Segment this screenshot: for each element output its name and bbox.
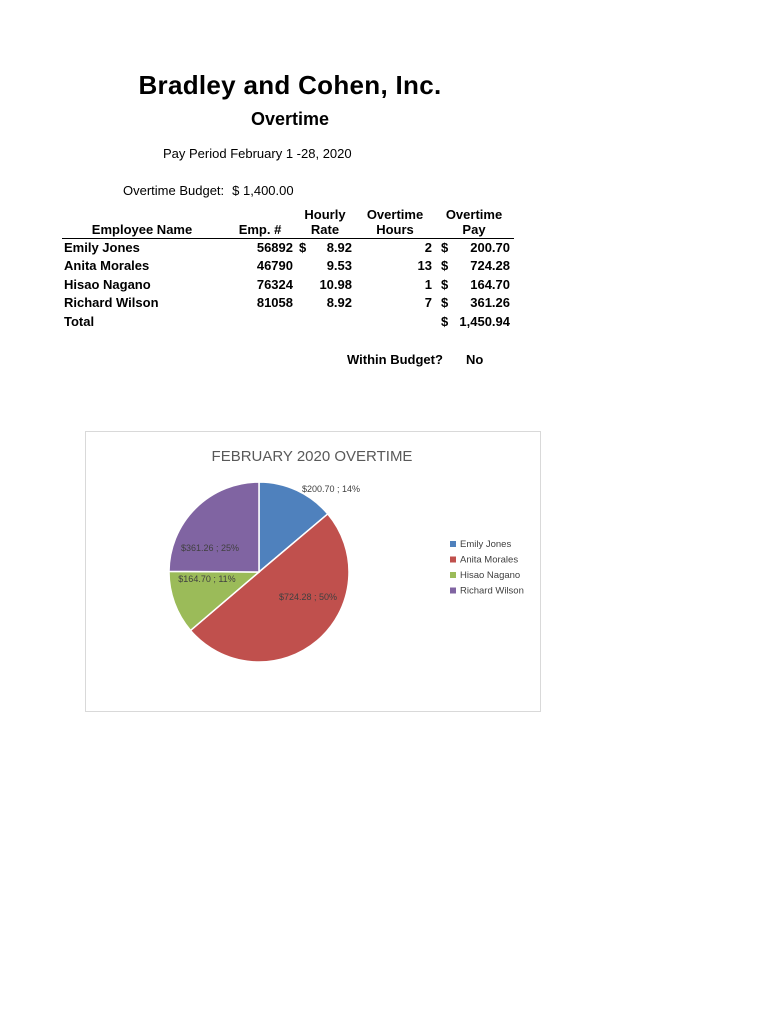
legend-swatch-richard-wilson — [450, 587, 456, 594]
employee-name: Hisao Nagano — [64, 277, 151, 292]
pay-currency: $ — [441, 277, 449, 292]
budget-value: $ 1,400.00 — [232, 183, 294, 198]
within-budget-value: No — [466, 352, 484, 367]
overtime-pay: 164.70 — [470, 277, 510, 292]
within-budget-label: Within Budget? — [347, 352, 443, 367]
col-overtime-hours-line2: Hours — [376, 222, 414, 237]
header-underline — [62, 238, 514, 239]
employee-name: Richard Wilson — [64, 295, 159, 310]
col-hourly-rate-line1: Hourly — [304, 207, 346, 222]
col-employee-name: Employee Name — [91, 222, 193, 237]
pie-slice-anita-morales — [189, 512, 350, 663]
pie-slice-richard-wilson — [168, 481, 260, 573]
hourly-rate: 10.98 — [319, 277, 352, 292]
hourly-rate: 9.53 — [326, 258, 352, 273]
overtime-hours: 2 — [424, 240, 432, 255]
emp-number: 56892 — [256, 240, 293, 255]
pay-currency: $ — [441, 258, 449, 273]
col-overtime-pay-line1: Overtime — [445, 207, 503, 222]
rate-currency: $ — [299, 240, 307, 255]
col-hourly-rate-line2: Rate — [310, 222, 340, 237]
pay-period: Pay Period February 1 -28, 2020 — [163, 146, 352, 161]
employee-name: Emily Jones — [64, 240, 140, 255]
overtime-hours: 1 — [424, 277, 432, 292]
legend-label-emily-jones: Emily Jones — [460, 539, 511, 550]
pie-slice-hisao-nagano — [168, 570, 262, 632]
company-name: Bradley and Cohen, Inc. — [138, 70, 442, 100]
overtime-pay: 724.28 — [470, 258, 510, 273]
chart-title: FEBRUARY 2020 OVERTIME — [212, 448, 413, 465]
total-currency: $ — [441, 314, 449, 329]
pay-currency: $ — [441, 295, 449, 310]
overtime-budget: Overtime Budget: $ 1,400.00 — [123, 183, 294, 198]
report-subtitle: Overtime — [250, 109, 330, 129]
budget-label: Overtime Budget: — [123, 183, 225, 198]
overtime-pay: 200.70 — [470, 240, 510, 255]
col-emp-number: Emp. # — [238, 222, 282, 237]
col-overtime-hours-line1: Overtime — [366, 207, 424, 222]
employee-name: Anita Morales — [64, 258, 150, 273]
pie-chart-canvas: FEBRUARY 2020 OVERTIME $200.70 ; 14% $724… — [168, 448, 524, 663]
data-label-emily-jones: $200.70 ; 14% — [302, 484, 360, 494]
overtime-hours: 7 — [424, 295, 432, 310]
legend-swatch-emily-jones — [450, 541, 456, 547]
data-label-richard-wilson: $361.26 ; 25% — [181, 543, 239, 553]
pie-slice-emily-jones — [258, 481, 329, 574]
total-label: Total — [64, 314, 95, 329]
pie-chart: FEBRUARY 2020 OVERTIME $200.70 ; 14% $724… — [85, 431, 541, 712]
data-label-hisao-nagano: $164.70 ; 11% — [178, 574, 235, 584]
total-value: 1,450.94 — [459, 314, 510, 329]
emp-number: 76324 — [256, 277, 293, 292]
overtime-hours: 13 — [417, 258, 432, 273]
legend-swatch-hisao-nagano — [450, 572, 456, 578]
hourly-rate: 8.92 — [326, 295, 352, 310]
pay-currency: $ — [441, 240, 449, 255]
emp-number: 81058 — [256, 295, 293, 310]
legend-label-anita-morales: Anita Morales — [460, 555, 518, 566]
overtime-pay: 361.26 — [470, 295, 510, 310]
legend-swatch-anita-morales — [450, 556, 456, 563]
hourly-rate: 8.92 — [326, 240, 352, 255]
data-label-anita-morales: $724.28 ; 50% — [279, 592, 337, 602]
legend-label-hisao-nagano: Hisao Nagano — [460, 570, 520, 581]
col-overtime-pay-line2: Pay — [462, 222, 486, 237]
legend-label-richard-wilson: Richard Wilson — [460, 586, 524, 597]
emp-number: 46790 — [256, 258, 293, 273]
